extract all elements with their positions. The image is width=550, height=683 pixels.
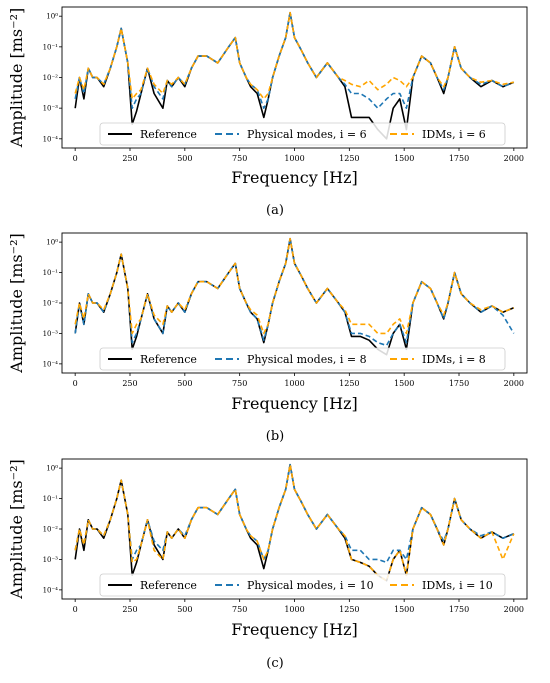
x-tick-label: 1750	[449, 379, 469, 388]
x-tick-label: 0	[73, 154, 78, 163]
x-tick-label: 750	[232, 379, 247, 388]
series-line-1	[74, 237, 515, 356]
x-axis-label: Frequency [Hz]	[231, 168, 358, 187]
y-tick-label: 10⁻⁴	[43, 360, 59, 368]
series-line-3	[74, 463, 515, 582]
x-tick-label: 1750	[449, 605, 469, 614]
x-tick-label: 750	[232, 605, 247, 614]
x-tick-label: 1000	[284, 605, 304, 614]
legend-box	[99, 122, 506, 146]
x-tick-label: 0	[73, 379, 78, 388]
x-tick-label: 250	[122, 154, 137, 163]
legend-label-1: Reference	[140, 128, 197, 141]
panel-caption: (c)	[266, 656, 283, 671]
y-axis-label: Amplitude [ms⁻²]	[7, 459, 26, 599]
legend-label-2: Physical modes, i = 6	[247, 128, 367, 141]
x-axis-label: Frequency [Hz]	[231, 394, 358, 413]
legend-label-1: Reference	[140, 579, 197, 592]
legend-label-3: IDMs, i = 6	[422, 128, 486, 141]
legend: Reference Physical modes, i = 10 IDMs, i =…	[99, 573, 506, 597]
legend-label-2: Physical modes, i = 8	[247, 353, 367, 366]
x-tick-label: 1500	[394, 379, 414, 388]
x-tick-label: 1500	[394, 154, 414, 163]
x-tick-label: 1250	[339, 605, 359, 614]
series-group	[74, 11, 515, 140]
y-axis-label: Amplitude [ms⁻²]	[7, 233, 26, 373]
y-tick-label: 10⁻³	[43, 105, 59, 113]
y-tick-label: 10⁻³	[43, 556, 59, 564]
x-tick-label: 0	[73, 605, 78, 614]
series-line-3	[74, 237, 515, 335]
y-tick-label: 10⁻¹	[43, 495, 59, 503]
x-tick-label: 2000	[504, 605, 524, 614]
x-tick-label: 250	[122, 379, 137, 388]
chart-panel-3: 0 250 500 750 1000 1250 1500 1750 2000 10⁻⁴ 10⁻³ 10…	[7, 458, 528, 639]
y-tick-label: 10⁻²	[43, 300, 59, 308]
series-line-2	[74, 237, 515, 347]
series-group	[74, 463, 515, 582]
legend: Reference Physical modes, i = 6 IDMs, i = …	[99, 122, 506, 146]
y-tick-label: 10⁻²	[43, 74, 59, 82]
legend-label-2: Physical modes, i = 10	[247, 579, 374, 592]
x-tick-label: 1250	[339, 154, 359, 163]
x-tick-label: 500	[177, 605, 192, 614]
legend: Reference Physical modes, i = 8 IDMs, i = …	[99, 347, 506, 371]
x-tick-label: 1250	[339, 379, 359, 388]
series-line-1	[74, 463, 515, 582]
x-tick-label: 2000	[504, 379, 524, 388]
panel-caption: (b)	[266, 429, 284, 444]
x-tick-label: 500	[177, 379, 192, 388]
series-line-2	[74, 11, 515, 109]
legend-box	[99, 573, 506, 597]
y-tick-label: 10⁻¹	[43, 43, 59, 51]
chart-panel-1: 0 250 500 750 1000 1250 1500 1750 2000 10⁻⁴ 10⁻³ 10…	[7, 6, 528, 187]
y-tick-label: 10⁰	[46, 13, 58, 21]
y-tick-label: 10⁻²	[43, 526, 59, 534]
legend-label-3: IDMs, i = 8	[422, 353, 486, 366]
y-tick-label: 10⁻³	[43, 330, 59, 338]
x-tick-label: 750	[232, 154, 247, 163]
x-tick-label: 1000	[284, 154, 304, 163]
x-tick-label: 1750	[449, 154, 469, 163]
x-axis-label: Frequency [Hz]	[231, 620, 358, 639]
x-tick-label: 1500	[394, 605, 414, 614]
legend-box	[99, 347, 506, 371]
legend-label-3: IDMs, i = 10	[422, 579, 493, 592]
y-tick-label: 10⁰	[46, 465, 58, 473]
y-tick-label: 10⁰	[46, 239, 58, 247]
y-tick-label: 10⁻¹	[43, 269, 59, 277]
series-group	[74, 237, 515, 356]
x-tick-label: 2000	[504, 154, 524, 163]
legend-label-1: Reference	[140, 353, 197, 366]
y-tick-label: 10⁻⁴	[43, 586, 59, 594]
x-tick-label: 1000	[284, 379, 304, 388]
series-line-3	[74, 11, 514, 100]
chart-panel-2: 0 250 500 750 1000 1250 1500 1750 2000 10⁻⁴ 10⁻³ 10…	[7, 232, 528, 413]
panel-caption: (a)	[266, 203, 284, 218]
x-tick-label: 500	[177, 154, 192, 163]
y-tick-label: 10⁻⁴	[43, 135, 59, 143]
x-tick-label: 250	[122, 605, 137, 614]
y-axis-label: Amplitude [ms⁻²]	[7, 8, 26, 148]
